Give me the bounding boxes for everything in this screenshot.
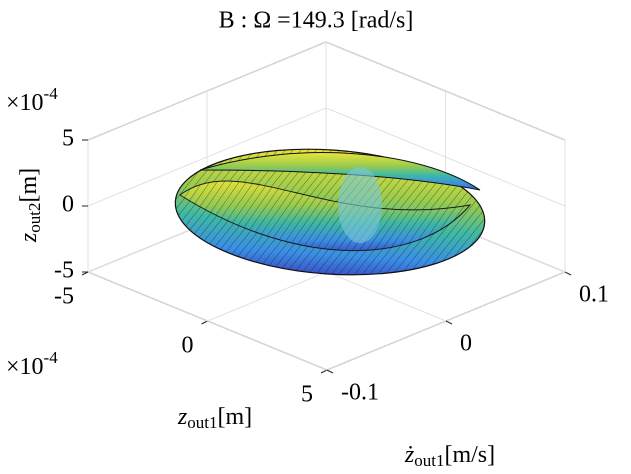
subscript: out1 bbox=[187, 413, 217, 432]
z-exponent: ×10-4 bbox=[6, 84, 58, 116]
unit: [m/s] bbox=[444, 442, 495, 468]
tick-mark bbox=[320, 369, 328, 374]
y-tick-label: -0.1 bbox=[341, 380, 379, 406]
tick-mark bbox=[564, 271, 572, 276]
exponent-power: -4 bbox=[44, 84, 59, 103]
symbol: z bbox=[16, 232, 42, 243]
unit: [m] bbox=[16, 168, 42, 203]
axes: -5 0 5 -0.1 0 0.1 -5 0 5 bbox=[54, 41, 609, 408]
tick-mark bbox=[445, 320, 453, 325]
z-tick-label: 0 bbox=[62, 192, 74, 218]
x-tick-label: -5 bbox=[54, 284, 74, 310]
chart-title: B : Ω =149.3 [rad/s] bbox=[219, 8, 414, 34]
z-tick-label: -5 bbox=[54, 258, 74, 284]
tick-mark bbox=[326, 369, 334, 374]
unit: [m] bbox=[217, 404, 252, 430]
y-tick-label: 0 bbox=[460, 331, 472, 357]
subscript: out1 bbox=[414, 451, 444, 470]
grid-line bbox=[87, 41, 327, 141]
surface bbox=[174, 148, 486, 276]
x-tick-label: 5 bbox=[301, 382, 313, 408]
grid-line bbox=[325, 41, 566, 141]
subscript: out2 bbox=[25, 203, 44, 233]
grid-line bbox=[87, 107, 327, 207]
exponent-power: -4 bbox=[44, 348, 59, 367]
grid-line bbox=[325, 107, 566, 207]
symbol: z bbox=[177, 404, 188, 430]
y-axis-label: żout1[m/s] bbox=[404, 442, 495, 470]
z-axis-label: zout2[m] bbox=[16, 168, 44, 243]
grid-line bbox=[87, 271, 328, 371]
y-tick-label: 0.1 bbox=[579, 282, 609, 308]
exponent-base: ×10 bbox=[6, 354, 44, 380]
x-tick-label: 0 bbox=[182, 333, 194, 359]
z-tick-label: 5 bbox=[62, 126, 74, 152]
exponent-base: ×10 bbox=[6, 90, 44, 116]
tick-mark bbox=[201, 320, 208, 325]
symbol: ż bbox=[404, 442, 415, 468]
x-exponent: ×10-4 bbox=[6, 348, 58, 380]
x-axis-label: zout1[m] bbox=[177, 404, 252, 432]
